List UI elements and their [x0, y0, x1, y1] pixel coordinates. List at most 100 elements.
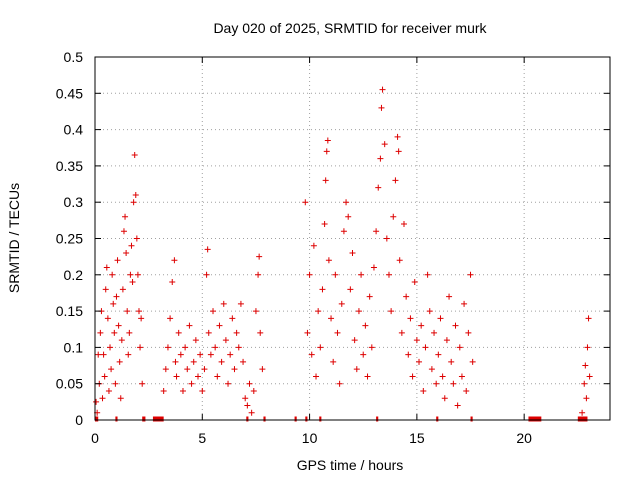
- data-point: [120, 228, 127, 235]
- data-point: [360, 351, 367, 358]
- data-point: [100, 351, 107, 358]
- data-point: [330, 358, 337, 365]
- data-point: [370, 264, 377, 271]
- data-point: [351, 337, 358, 344]
- data-point: [358, 271, 365, 278]
- data-point: [586, 373, 593, 380]
- data-point: [381, 141, 388, 148]
- x-tick-label: 15: [409, 430, 425, 446]
- data-point: [199, 387, 206, 394]
- data-point: [388, 308, 395, 315]
- axis-ticks: [94, 56, 610, 421]
- data-point: [405, 351, 412, 358]
- data-point: [401, 220, 407, 227]
- data-point: [127, 271, 134, 278]
- data-point: [134, 271, 141, 278]
- data-point: [349, 250, 356, 257]
- data-point: [334, 329, 341, 336]
- y-axis-label: SRMTID / TECUs: [6, 183, 22, 293]
- data-point: [240, 358, 247, 365]
- data-point: [379, 86, 386, 93]
- data-point: [97, 329, 104, 336]
- data-point: [110, 300, 117, 307]
- data-point: [172, 358, 179, 365]
- data-point: [368, 344, 375, 351]
- data-point: [126, 329, 133, 336]
- x-tick-label: 20: [516, 430, 532, 446]
- data-point: [308, 351, 315, 358]
- data-point: [123, 250, 130, 257]
- y-tick-label: 0.1: [64, 339, 84, 355]
- data-point: [435, 351, 442, 358]
- data-point: [250, 387, 257, 394]
- data-point: [122, 213, 129, 220]
- x-tick-label: 5: [198, 430, 206, 446]
- data-point: [118, 337, 125, 344]
- data-point: [585, 315, 592, 322]
- data-point: [328, 315, 335, 322]
- data-point: [377, 155, 384, 162]
- data-point: [252, 308, 259, 315]
- data-point: [248, 409, 255, 416]
- data-point: [108, 366, 115, 373]
- data-point: [321, 220, 328, 227]
- data-point: [173, 373, 180, 380]
- data-point: [579, 409, 586, 416]
- data-point: [101, 373, 108, 380]
- data-point: [454, 402, 461, 409]
- data-point: [385, 271, 392, 278]
- data-point: [162, 366, 169, 373]
- x-tick-label: 10: [302, 430, 318, 446]
- data-point: [190, 358, 197, 365]
- data-point: [107, 344, 114, 351]
- data-point: [257, 329, 264, 336]
- data-point: [117, 395, 124, 402]
- data-point: [422, 344, 429, 351]
- data-point: [131, 152, 138, 159]
- data-point: [463, 387, 470, 394]
- data-point: [583, 395, 590, 402]
- data-point: [160, 387, 167, 394]
- data-point: [255, 271, 262, 278]
- y-tick-label: 0.25: [56, 231, 83, 247]
- data-point: [119, 286, 126, 293]
- data-point: [347, 286, 354, 293]
- data-point: [182, 344, 189, 351]
- data-point: [237, 300, 244, 307]
- data-point: [103, 264, 110, 271]
- data-point: [135, 308, 142, 315]
- data-point: [229, 315, 236, 322]
- data-point: [437, 315, 444, 322]
- data-point: [394, 133, 401, 140]
- data-point: [383, 235, 390, 242]
- data-point: [450, 380, 457, 387]
- data-point: [458, 373, 465, 380]
- data-point: [220, 300, 227, 307]
- data-point: [304, 329, 311, 336]
- data-point: [416, 358, 423, 365]
- y-tick-labels: 0 0.05 0.1 0.15 0.2 0.25 0.3 0.35 0.4 0.45 0.5: [56, 49, 83, 428]
- data-point: [428, 366, 435, 373]
- data-point: [124, 308, 131, 315]
- y-tick-label: 0.15: [56, 303, 83, 319]
- y-tick-label: 0: [75, 412, 83, 428]
- data-point: [242, 395, 249, 402]
- data-point: [315, 308, 322, 315]
- data-point: [188, 380, 195, 387]
- data-point: [338, 300, 345, 307]
- data-point: [584, 344, 591, 351]
- data-point: [128, 242, 135, 249]
- data-point: [325, 257, 332, 264]
- data-point: [398, 329, 405, 336]
- data-point: [431, 329, 438, 336]
- data-point: [246, 380, 253, 387]
- data-point: [225, 380, 232, 387]
- data-point: [390, 213, 397, 220]
- data-point: [115, 322, 122, 329]
- data-point: [332, 271, 339, 278]
- data-point: [411, 279, 418, 286]
- data-point: [355, 308, 362, 315]
- y-tick-label: 0.2: [64, 267, 84, 283]
- y-tick-label: 0.45: [56, 85, 83, 101]
